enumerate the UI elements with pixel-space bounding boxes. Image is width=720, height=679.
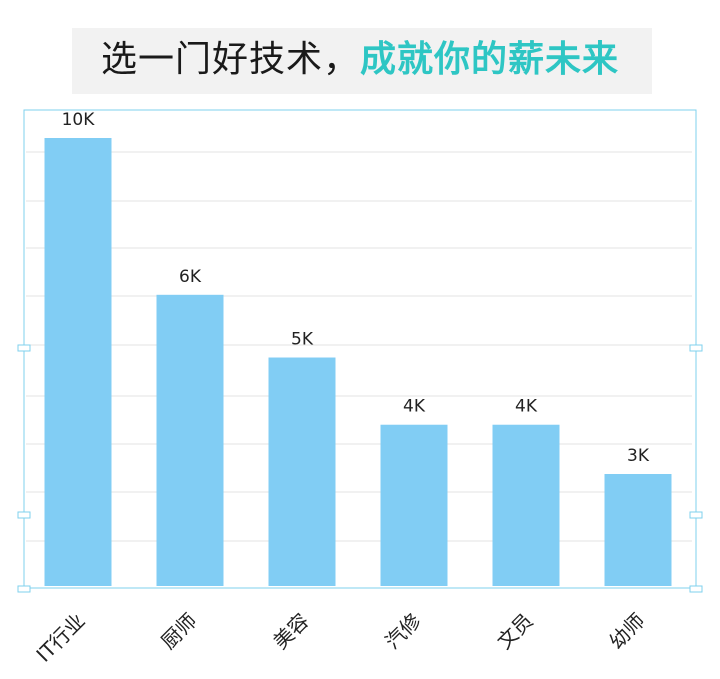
data-label-1: 10K — [62, 110, 96, 130]
bar-4 — [380, 424, 448, 586]
chart-frame — [23, 109, 697, 589]
bar-6 — [604, 474, 672, 586]
frame-handle-3 — [17, 585, 31, 593]
x-tick-label-6: 幼师 — [604, 609, 649, 654]
x-tick-label-3: 美容 — [268, 609, 313, 654]
bar-5 — [492, 424, 560, 586]
bar-2 — [156, 294, 224, 586]
bar-3 — [268, 357, 336, 586]
frame-handle-2 — [17, 511, 31, 519]
x-tick-label-1: IT行业 — [31, 609, 89, 667]
data-label-5: 4K — [515, 397, 538, 417]
frame-handle-6 — [689, 585, 703, 593]
data-label-2: 6K — [179, 267, 202, 287]
frame-handle-4 — [689, 344, 703, 352]
chart-title: 选一门好技术，成就你的薪未来 — [0, 38, 720, 82]
title-part-2: 成就你的薪未来 — [360, 39, 620, 80]
bar-1 — [44, 138, 112, 586]
x-tick-label-2: 厨师 — [156, 609, 201, 654]
data-label-3: 5K — [291, 330, 314, 350]
title-part-1: 选一门好技术， — [100, 39, 360, 80]
frame-handle-5 — [689, 511, 703, 519]
data-label-4: 4K — [403, 397, 426, 417]
x-tick-label-5: 文员 — [492, 609, 537, 654]
x-tick-label-4: 汽修 — [380, 609, 425, 654]
data-label-6: 3K — [627, 446, 650, 466]
title-band — [72, 28, 652, 94]
frame-handle-1 — [17, 344, 31, 352]
